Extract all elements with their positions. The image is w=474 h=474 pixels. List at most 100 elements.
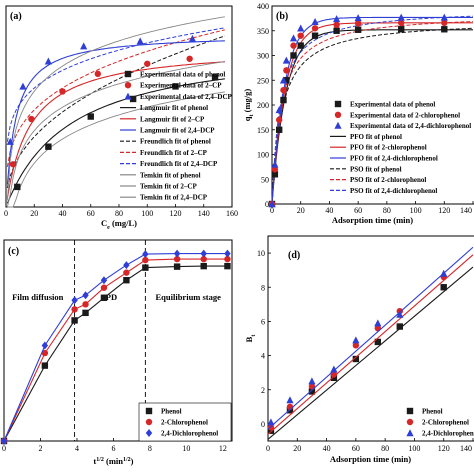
data-point-phenol (280, 96, 287, 104)
data-point-dcp (354, 14, 362, 22)
data-point-phenol (41, 362, 49, 369)
data-point-dcp (374, 319, 382, 327)
x-tick-label: 80 (381, 444, 389, 453)
y-tick-label: 350 (257, 27, 269, 36)
x-tick-label: 8 (148, 444, 152, 453)
panel-c-label: (c) (8, 246, 19, 257)
x-tick-label: 0 (266, 444, 270, 453)
data-point-phenol (330, 374, 338, 381)
legend-entry-marker (334, 111, 342, 119)
data-point-phenol (308, 388, 316, 395)
annotation-equilibrium-stage: Equilibrium stage (156, 292, 222, 302)
x-tick-label: 80 (115, 209, 123, 218)
data-point-dcp (0, 437, 8, 445)
data-point-phenol (172, 83, 179, 90)
legend-entry: PFO fit of phenol (350, 133, 402, 141)
x-tick-label: 60 (354, 206, 362, 215)
data-point-cp (123, 269, 130, 276)
legend-entry: Experimental data of phenol (140, 71, 225, 79)
legend-entry-marker (145, 418, 153, 426)
x-axis-label-part: 1/2 (123, 457, 131, 463)
x-tick-label: 100 (408, 444, 420, 453)
legend-entry: Experimental data of 2,4-dichlorophenol (350, 122, 471, 130)
data-point-phenol (283, 77, 290, 84)
data-point-dcp (173, 249, 181, 258)
data-point-phenol (71, 317, 78, 324)
data-point-dcp (188, 34, 197, 42)
data-point-dcp (279, 76, 288, 84)
data-point-phenol (271, 171, 279, 178)
legend-entry: Langmuir fit of 2,4–DCP (140, 127, 215, 135)
x-tick-label: 160 (226, 209, 238, 218)
data-point-phenol (290, 52, 297, 59)
langmuir-fit-phenol (6, 78, 225, 204)
data-point-dcp (289, 34, 298, 42)
data-point-dcp (333, 15, 341, 23)
legend-entry: Experimental data of 2,4–DCP (140, 93, 232, 101)
panel-c-legend: Phenol 2-Chlorophenol 2,4-Dichlorophenol (138, 402, 232, 442)
legend-entry: 2,4-Dichlorophenol (161, 430, 218, 438)
data-point-cp (271, 166, 279, 173)
annotation-film-diffusion: Film diffusion (12, 292, 64, 302)
x-axis-label-unit: (mg/L) (110, 218, 137, 228)
y-tick-label: 300 (257, 52, 269, 61)
data-point-phenol (374, 338, 382, 346)
legend-entry: PSO fit of 2,4-dichlorophenol (350, 187, 437, 195)
data-point-phenol (14, 183, 21, 191)
panel-d-frame (267, 235, 474, 442)
x-tick-label: 0 (4, 209, 8, 218)
data-point-cp (200, 255, 207, 263)
legend-entry: Experimental data of 2–CP (140, 82, 222, 90)
x-tick-label: 140 (198, 209, 210, 218)
data-point-cp (441, 19, 448, 27)
pso-fit-phenol (271, 27, 474, 205)
data-point-cp (82, 301, 89, 308)
series-line-phenol (3, 265, 228, 442)
data-point-phenol (45, 143, 52, 150)
pso-fit-cp (271, 21, 473, 205)
data-point-dcp (80, 42, 88, 50)
temkin-fit-dcp (6, 16, 225, 201)
legend-entry: PFO fit of 2,4-dichlorophenol (350, 155, 438, 163)
y-tick-label: 4 (261, 352, 265, 361)
pso-fit-dcp (271, 15, 473, 205)
data-point-cp (290, 42, 297, 49)
y-tick-label: 100 (257, 151, 269, 160)
data-point-phenol (396, 323, 403, 330)
x-tick-label: 80 (383, 206, 391, 215)
data-point-dcp (136, 37, 144, 45)
legend-entry: Freundlich fit of 2–CP (140, 149, 208, 157)
data-point-dcp (286, 396, 294, 404)
data-point-dcp (311, 18, 319, 26)
data-point-cp (311, 25, 319, 32)
x-tick-label: 2 (38, 444, 42, 453)
data-point-cp (354, 20, 362, 27)
legend-entry: PSO fit of phenol (350, 165, 402, 173)
legend-entry-marker (124, 82, 132, 89)
data-point-cp (352, 342, 360, 349)
data-point-phenol (173, 263, 181, 270)
data-point-phenol (333, 27, 340, 34)
data-point-phenol (129, 95, 137, 103)
legend-entry: Langmuir fit of 2–CP (140, 115, 205, 123)
annotation-ipd: IPD (102, 292, 117, 302)
legend-entry-marker (145, 407, 153, 415)
data-point-dcp (71, 296, 78, 305)
data-point-phenol (297, 42, 304, 49)
panel-b: (b) 0 20 40 60 80 100 120 140 0 50 100 150 200 250 300 3… (242, 2, 474, 225)
panel-a-label: (a) (10, 11, 22, 22)
x-axis-label-part: 1/2 (96, 457, 104, 463)
data-point-cp (41, 349, 49, 357)
legend-entry: PFO fit of 2-chlorophenol (350, 144, 427, 152)
data-point-dcp (268, 200, 276, 208)
data-point-cp (28, 115, 35, 123)
panel-b-legend: Experimental data of phenol Experimental … (330, 101, 471, 195)
y-tick-label: 0 (265, 200, 269, 209)
data-point-phenol (267, 427, 275, 434)
fit-line-dcp (267, 246, 474, 430)
x-tick-label: 100 (141, 209, 153, 218)
data-point-phenol (440, 284, 447, 291)
x-axis-label: t1/2 (min1/2) (93, 456, 133, 466)
y-tick-label: 8 (261, 283, 265, 292)
